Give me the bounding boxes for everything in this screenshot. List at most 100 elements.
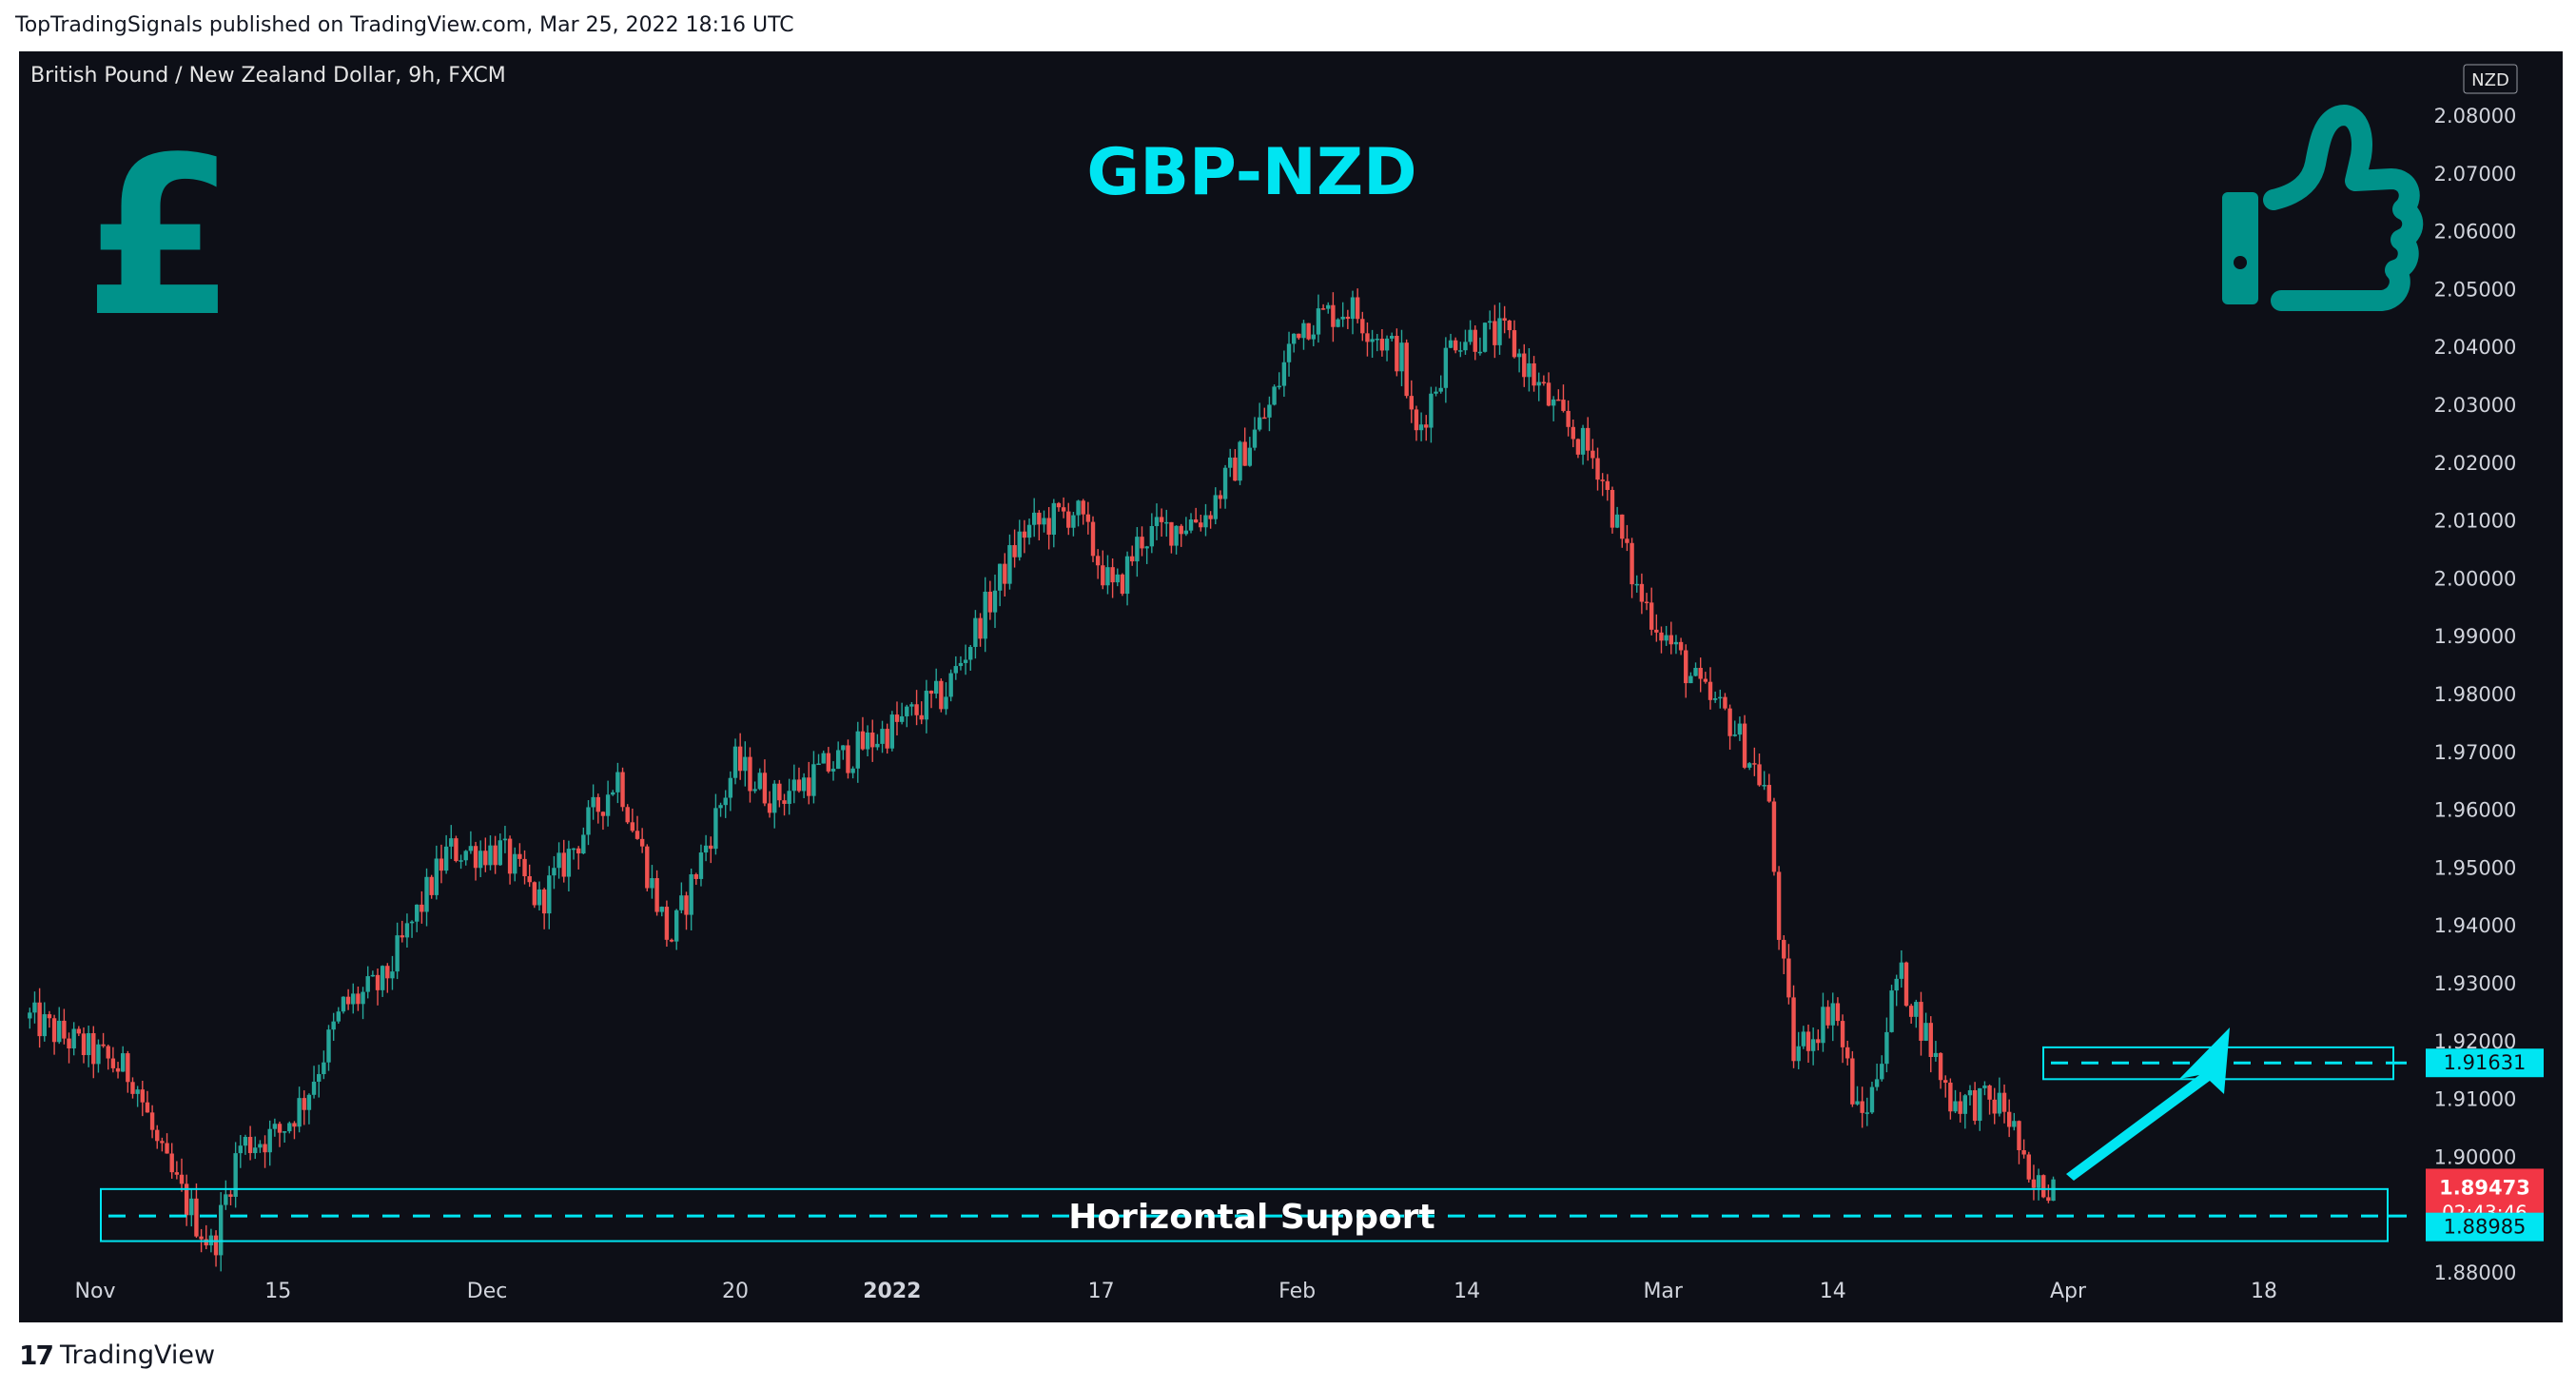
footer-brand-label: TradingView — [59, 1340, 216, 1370]
candle-body — [380, 966, 385, 990]
candle — [1281, 350, 1287, 398]
candle-body — [1805, 1031, 1811, 1051]
candle — [233, 1142, 238, 1208]
x-tick-label: Feb — [1278, 1280, 1316, 1303]
candle-body — [860, 731, 866, 750]
candle — [1115, 568, 1120, 587]
candle — [1017, 519, 1022, 561]
candle — [439, 844, 444, 884]
candle-body — [1708, 681, 1713, 700]
candle-body — [1566, 410, 1571, 427]
candle-body — [2021, 1149, 2026, 1155]
candle-body — [160, 1141, 165, 1144]
candle — [204, 1224, 208, 1250]
price-chart[interactable]: 2.08000 2.07000 2.06000 2.05000 2.04000 2.030… — [19, 51, 2563, 1322]
candle-body — [1678, 641, 1684, 651]
candle-body — [1320, 308, 1326, 310]
candle — [1159, 508, 1164, 538]
candle — [1193, 507, 1199, 523]
candle-body — [1776, 871, 1782, 940]
candle-body — [336, 1011, 342, 1022]
candle-body — [791, 779, 797, 792]
candle — [830, 761, 836, 781]
candle-body — [1860, 1101, 1864, 1113]
candle-body — [37, 1002, 42, 1037]
candle-body — [1845, 1047, 1850, 1059]
candle — [1982, 1081, 1987, 1096]
candle — [723, 790, 728, 818]
candle — [1776, 866, 1782, 950]
candle-body — [1085, 514, 1091, 522]
candle-body — [527, 876, 532, 883]
candle — [581, 827, 586, 854]
candle-body — [1345, 316, 1351, 320]
candle-body — [434, 858, 439, 895]
candle — [272, 1118, 278, 1137]
candle — [277, 1121, 283, 1147]
candle-body — [1355, 297, 1360, 320]
x-tick-label: 14 — [1454, 1280, 1480, 1303]
candle — [1605, 474, 1610, 501]
candle — [62, 1008, 67, 1045]
candle — [28, 1008, 32, 1029]
footer-brand: 17 TradingView — [19, 1340, 215, 1371]
candle-body — [488, 845, 493, 866]
x-tick-label: Mar — [1643, 1280, 1683, 1303]
candle — [1805, 1024, 1811, 1064]
candle-body — [459, 860, 463, 862]
candle-body — [1350, 297, 1356, 320]
candle-body — [1022, 531, 1027, 538]
candle — [1076, 499, 1081, 527]
candle — [1448, 333, 1454, 349]
candle — [1586, 417, 1590, 461]
candle-body — [213, 1235, 219, 1256]
candle-body — [1586, 427, 1590, 451]
candle — [1228, 448, 1233, 478]
candle — [1297, 333, 1301, 341]
candle — [1105, 555, 1110, 595]
candle-body — [1737, 723, 1743, 735]
candle-body — [370, 974, 376, 977]
candle-body — [2031, 1179, 2037, 1188]
candle — [400, 920, 404, 943]
candle-body — [807, 777, 811, 796]
y-tick-label: 1.90000 — [2434, 1145, 2517, 1168]
candle-body — [1365, 333, 1370, 342]
candle — [91, 1026, 96, 1079]
candle — [757, 768, 762, 791]
candle-body — [743, 756, 748, 772]
candle-body — [1188, 518, 1194, 531]
candle — [1213, 487, 1218, 525]
candle — [292, 1121, 297, 1140]
candle-body — [1575, 439, 1581, 455]
candle — [302, 1090, 306, 1125]
y-tick-label: 2.01000 — [2434, 510, 2517, 533]
candle — [1056, 501, 1062, 512]
candle-body — [1409, 396, 1415, 410]
current-price-tag: 1.89473 — [2439, 1176, 2530, 1199]
candle-body — [135, 1089, 140, 1094]
candle-body — [120, 1053, 126, 1072]
candle-body — [1336, 319, 1340, 327]
candle-body — [106, 1046, 110, 1059]
candle — [1723, 693, 1727, 711]
candle-body — [1855, 1101, 1860, 1105]
candle-body — [1222, 467, 1228, 499]
candle-body — [1169, 521, 1174, 546]
y-tick-label: 1.98000 — [2434, 683, 2517, 706]
candle — [659, 906, 664, 917]
candle — [1860, 1086, 1864, 1128]
candle-body — [1766, 785, 1771, 802]
candle — [752, 781, 757, 793]
candle — [958, 655, 964, 671]
candle — [1424, 415, 1429, 441]
candle — [1026, 518, 1032, 545]
candle — [1688, 672, 1693, 684]
candle — [933, 668, 939, 699]
candle — [1418, 412, 1424, 441]
chart-panel[interactable]: 2.08000 2.07000 2.06000 2.05000 2.04000 2.030… — [19, 51, 2563, 1322]
candle-body — [796, 779, 802, 792]
candle — [1757, 753, 1762, 787]
candle-body — [748, 756, 752, 792]
candle-body — [1115, 574, 1120, 583]
